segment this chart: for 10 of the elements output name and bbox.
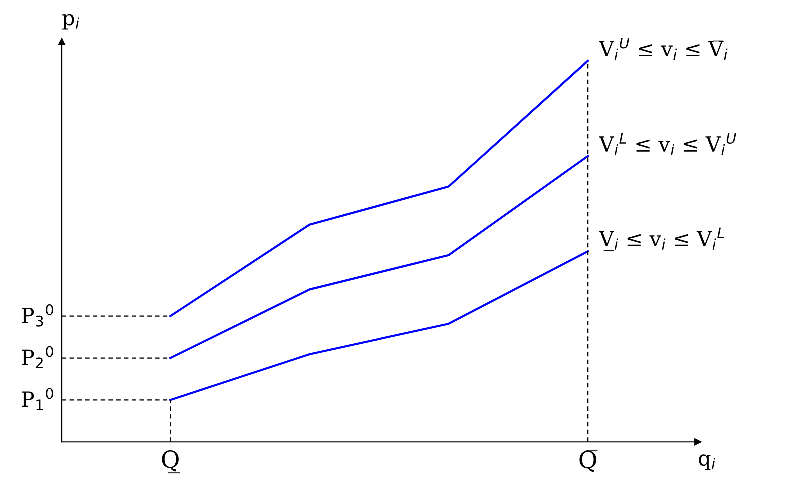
- x-tick-label: Q̲: [162, 450, 180, 474]
- series-label: V̲$_{i}$ ≤ v$_{i}$ ≤ V$_{i}$$^{L}$: [598, 228, 724, 252]
- x-axis-title: q$_{i}$: [699, 454, 716, 470]
- text: P$_{1}$$^{0}$: [22, 388, 54, 410]
- series-label: V$_{i}$$^{U}$ ≤ v$_{i}$ ≤ V̅$_{i}$: [598, 38, 728, 60]
- y-axis-title: p$_{i}$: [62, 14, 80, 30]
- x-tick-label: Q̅: [580, 450, 598, 472]
- text: P$_{3}$$^{0}$: [22, 304, 54, 327]
- text: P$_{2}$$^{0}$: [22, 346, 54, 368]
- series-label: V$_{i}$$^{L}$ ≤ v$_{i}$ ≤ V$_{i}$$^{U}$: [598, 133, 736, 156]
